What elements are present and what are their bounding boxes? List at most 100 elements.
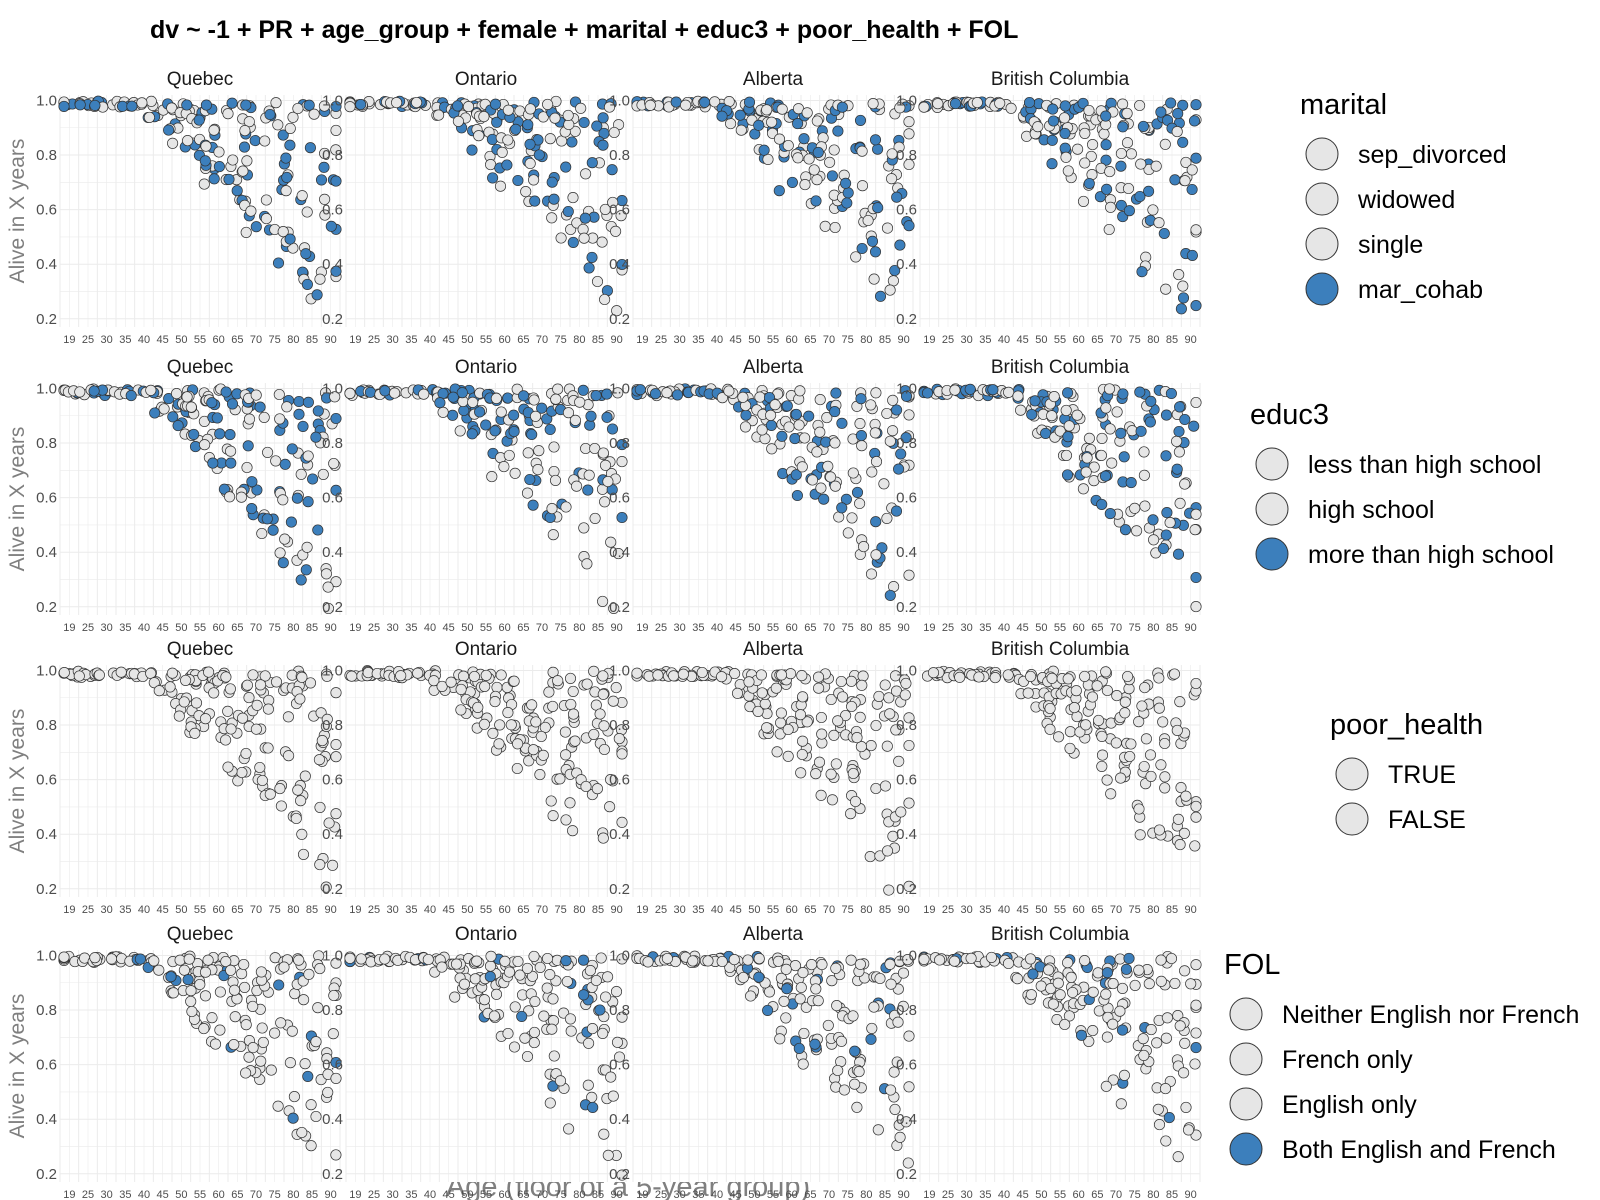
data-point	[854, 958, 866, 970]
x-tick-label: 50	[461, 334, 473, 346]
data-point	[597, 595, 609, 607]
data-point	[578, 522, 590, 534]
data-point	[452, 100, 464, 112]
data-point	[865, 399, 877, 411]
data-point	[538, 1010, 550, 1022]
data-point	[949, 384, 961, 396]
x-tick-label: 80	[287, 622, 299, 634]
data-point	[544, 133, 556, 145]
data-point	[534, 769, 546, 781]
data-point	[851, 1101, 863, 1113]
x-tick-label: 55	[194, 334, 206, 346]
x-tick-label: 80	[573, 904, 585, 916]
scatter-points	[921, 665, 1202, 852]
data-point	[238, 958, 250, 971]
data-point	[528, 1037, 540, 1049]
x-tick-label: 30	[961, 334, 973, 346]
data-point	[527, 499, 539, 511]
data-point	[182, 974, 194, 986]
data-point	[284, 139, 296, 151]
data-point	[668, 670, 680, 682]
data-point	[825, 693, 837, 706]
data-point	[255, 966, 267, 978]
data-point	[447, 409, 459, 421]
data-point	[866, 235, 879, 247]
data-point	[541, 952, 554, 965]
data-point	[599, 293, 611, 306]
data-point	[437, 387, 449, 400]
data-point	[853, 1066, 865, 1078]
data-point	[299, 1058, 311, 1070]
y-tick-label: 1.0	[896, 92, 917, 109]
data-point	[1179, 478, 1191, 490]
data-point	[286, 1025, 298, 1037]
data-point	[502, 707, 514, 719]
x-tick-label: 90	[325, 334, 337, 346]
data-point	[949, 98, 962, 110]
data-point	[1173, 269, 1185, 281]
data-point	[578, 232, 590, 244]
x-tick-label: 75	[269, 622, 281, 634]
data-point	[854, 418, 866, 430]
data-point	[597, 139, 609, 151]
data-point	[1077, 97, 1089, 109]
data-point	[466, 144, 478, 156]
data-point	[869, 246, 882, 258]
data-point	[297, 420, 309, 432]
x-tick-label: 50	[1035, 904, 1047, 916]
data-point	[797, 735, 809, 747]
data-point	[286, 443, 298, 455]
panel-strip-label: Alberta	[743, 357, 804, 378]
y-tick-label: 0.2	[896, 599, 917, 616]
y-tick-label: 0.8	[322, 1002, 343, 1019]
data-point	[644, 99, 656, 111]
data-point	[561, 975, 573, 988]
data-point	[524, 138, 536, 150]
data-point	[524, 103, 536, 115]
x-tick-label: 35	[119, 1189, 131, 1200]
y-tick-label: 1.0	[896, 662, 917, 679]
data-point	[801, 107, 813, 119]
data-point	[485, 159, 497, 171]
data-point	[597, 1027, 609, 1039]
x-tick-label: 19	[63, 1189, 75, 1200]
y-tick-label: 0.4	[609, 826, 630, 843]
data-point	[879, 679, 891, 691]
x-tick-label: 70	[823, 334, 835, 346]
data-point	[494, 180, 507, 192]
x-tick-label: 80	[860, 904, 872, 916]
data-point	[830, 758, 842, 770]
legend-title: educ3	[1250, 399, 1329, 431]
data-point	[466, 428, 478, 440]
data-point	[411, 96, 423, 109]
data-point	[474, 406, 486, 418]
y-axis-label: Alive in X years	[6, 709, 29, 854]
data-point	[1136, 266, 1148, 278]
data-point	[542, 98, 554, 110]
legend-marital: maritalsep_divorcedwidowedsinglemar_coha…	[1300, 89, 1507, 306]
data-point	[487, 727, 499, 739]
data-point	[1153, 217, 1165, 229]
data-point	[801, 716, 813, 728]
data-point	[874, 972, 886, 985]
x-tick-label: 30	[101, 904, 113, 916]
data-point	[495, 669, 507, 681]
x-tick-label: 85	[592, 622, 604, 634]
data-point	[865, 1033, 877, 1045]
panel-strip-label: Alberta	[743, 69, 804, 90]
data-point	[247, 1000, 259, 1012]
data-point	[528, 174, 540, 186]
data-point	[437, 406, 449, 418]
data-point	[243, 692, 255, 704]
y-axis-label: Alive in X years	[6, 994, 29, 1139]
data-point	[1067, 986, 1079, 999]
x-tick-label: 90	[1185, 334, 1197, 346]
data-point	[815, 711, 827, 724]
data-point	[1083, 104, 1095, 117]
data-point	[1116, 1024, 1129, 1036]
data-point	[485, 950, 497, 962]
x-tick-label: 90	[611, 334, 623, 346]
x-tick-label: 65	[804, 904, 816, 916]
